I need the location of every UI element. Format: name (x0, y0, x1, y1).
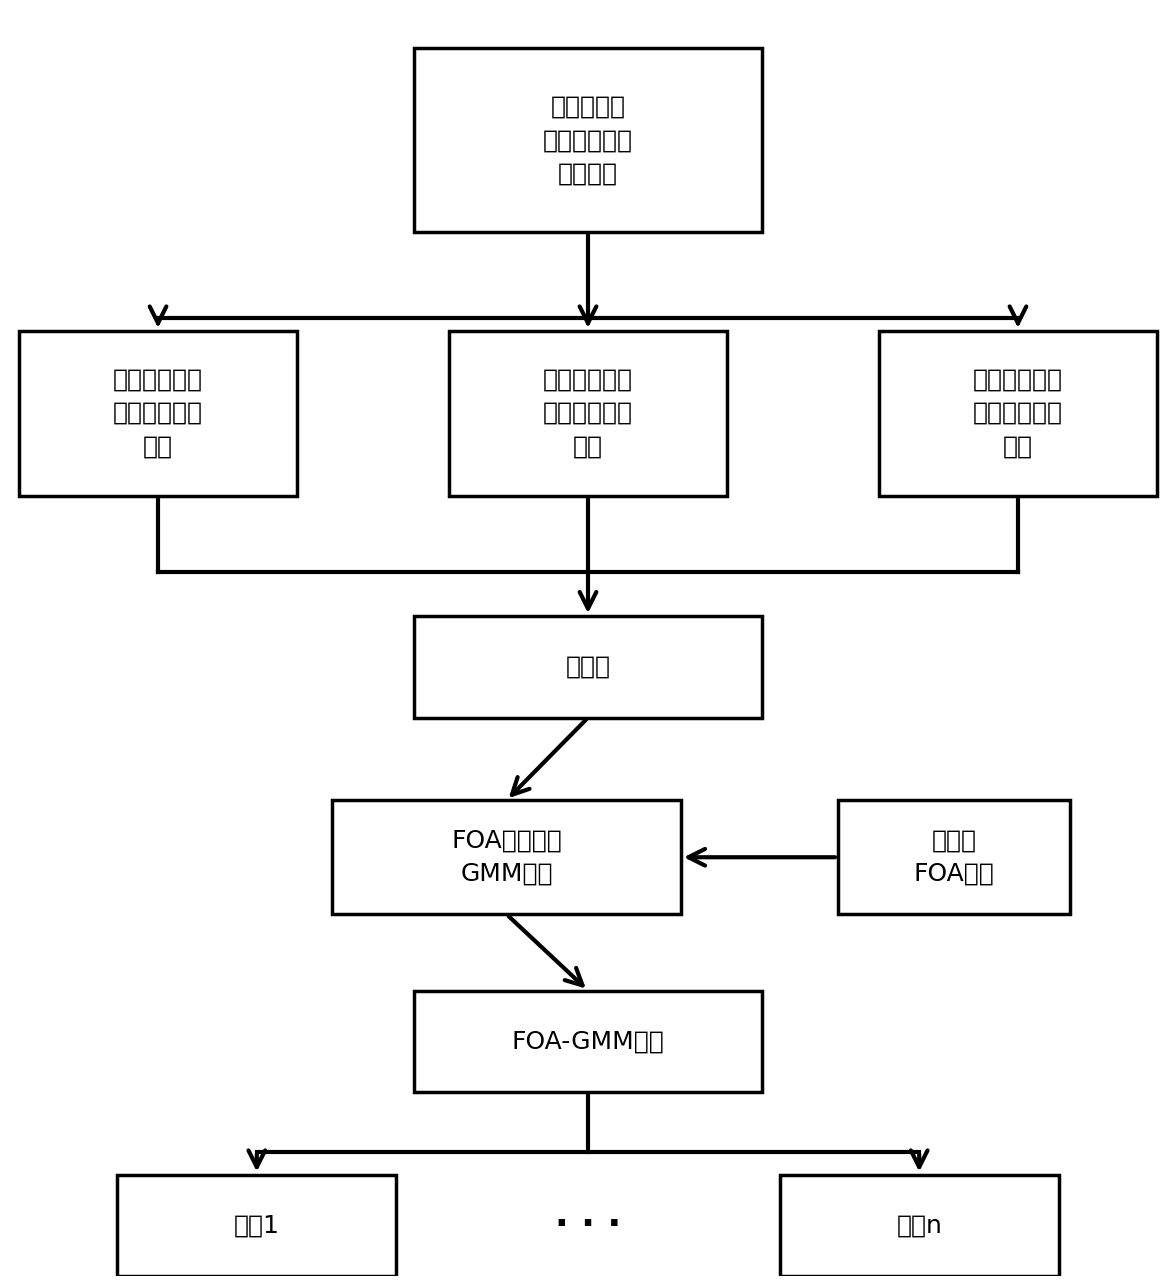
Bar (414, 616, 762, 717)
Bar (414, 49, 762, 232)
Bar (448, 331, 728, 495)
Bar (878, 331, 1157, 495)
Bar (19, 331, 298, 495)
Bar (414, 990, 762, 1092)
Text: 初始化
FOA参数: 初始化 FOA参数 (914, 829, 995, 887)
Text: 训练集: 训练集 (566, 654, 610, 679)
Bar (837, 801, 1070, 915)
Text: 规定时间间隔
内的气压均值
数据: 规定时间间隔 内的气压均值 数据 (973, 367, 1063, 458)
Text: 单一楼层温
度、湿度、气
压数据库: 单一楼层温 度、湿度、气 压数据库 (543, 95, 633, 186)
Text: 规定时间间隔
内的温度均值
数据: 规定时间间隔 内的温度均值 数据 (113, 367, 203, 458)
Bar (118, 1174, 396, 1277)
Text: FOA-GMM模型: FOA-GMM模型 (512, 1029, 664, 1053)
Text: 规定时间间隔
内的湿度均值
数据: 规定时间间隔 内的湿度均值 数据 (543, 367, 633, 458)
Text: 模式1: 模式1 (234, 1214, 280, 1237)
Text: FOA算法优化
GMM参数: FOA算法优化 GMM参数 (452, 829, 562, 887)
Text: · · ·: · · · (555, 1209, 621, 1242)
Bar (333, 801, 681, 915)
Bar (780, 1174, 1058, 1277)
Text: 模式n: 模式n (896, 1214, 942, 1237)
